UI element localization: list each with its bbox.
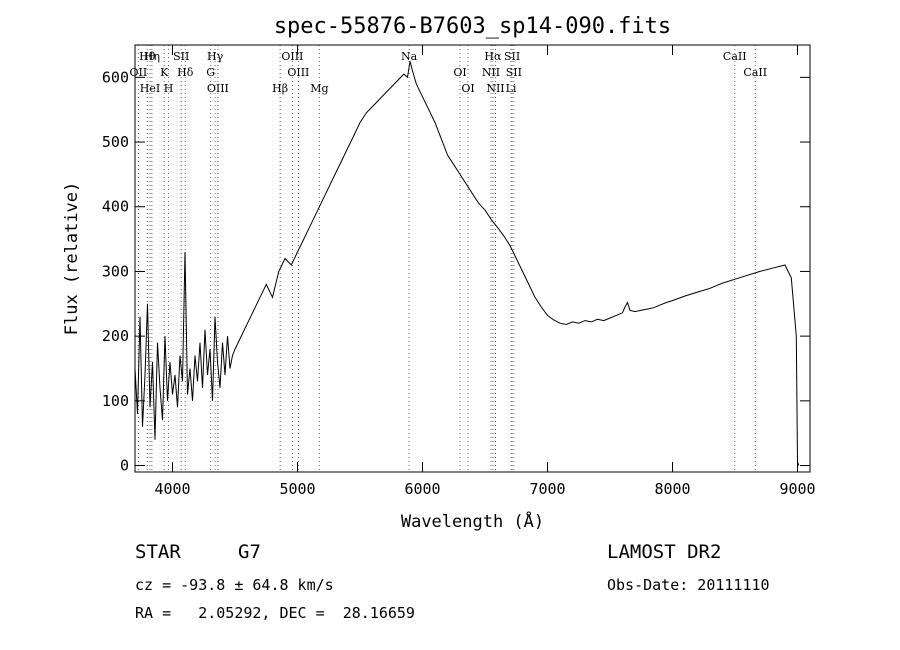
coordinates-text: RA = 2.05292, DEC = 28.16659 [135,604,415,622]
spectral-line-label: SII [506,66,522,79]
spectral-line-label: CaII [743,66,767,79]
subclass-label: G7 [238,541,261,563]
y-tick-label: 300 [102,262,129,280]
spectral-line-label: G [206,66,215,79]
spectral-line-label: Hδ [177,66,194,79]
spectral-line-label: NII [486,82,504,95]
y-tick-label: 100 [102,392,129,410]
spectral-line-label: OIII [281,50,303,63]
spectral-line-label: OI [461,82,474,95]
spectrum-series-line [134,61,800,466]
spectral-line-label: OIII [207,82,229,95]
spectral-line-label: NII [482,66,500,79]
spectral-line-label: CaII [723,50,747,63]
spectral-line-label: Hη [144,50,160,63]
y-tick-label: 600 [102,68,129,86]
y-tick-label: 500 [102,133,129,151]
spectral-line-label: HeI [140,82,160,95]
spectral-line-label: OI [453,66,466,79]
y-axis-label: Flux (relative) [62,182,82,336]
survey-label: LAMOST DR2 [607,541,722,563]
chart-title: spec-55876-B7603_sp14-090.fits [274,14,671,39]
spectral-line-label: OII [130,66,148,79]
spectral-line-label: H [164,82,174,95]
object-class-label: STAR [135,541,181,563]
spectral-line-label: Hβ [272,82,288,95]
x-tick-label: 9000 [779,480,815,498]
y-tick-label: 0 [120,457,129,475]
spectral-line-label: OIII [287,66,309,79]
spectral-line-label: Hα [484,50,502,63]
x-tick-label: 8000 [654,480,690,498]
x-axis-label: Wavelength (Å) [401,510,544,532]
spectral-line-label: Na [401,50,418,63]
y-tick-label: 400 [102,198,129,216]
x-tick-label: 5000 [279,480,315,498]
plot-frame [134,44,811,473]
x-tick-label: 4000 [154,480,190,498]
x-tick-label: 6000 [404,480,440,498]
spectral-line-label: Hγ [207,50,224,63]
spectral-line-label: SII [504,50,520,63]
spectral-line-label: Li [506,82,517,95]
y-tick-label: 200 [102,327,129,345]
spectral-line-label: SII [173,50,189,63]
x-tick-label: 7000 [529,480,565,498]
spectral-line-label: K [160,66,169,79]
spectrum-chart: spec-55876-B7603_sp14-090.fitsHθOIIHeIHη… [62,14,816,532]
redshift-text: cz = -93.8 ± 64.8 km/s [135,576,334,594]
spectral-line-label: Mg [310,82,328,95]
obs-date-text: Obs-Date: 20111110 [607,576,770,594]
